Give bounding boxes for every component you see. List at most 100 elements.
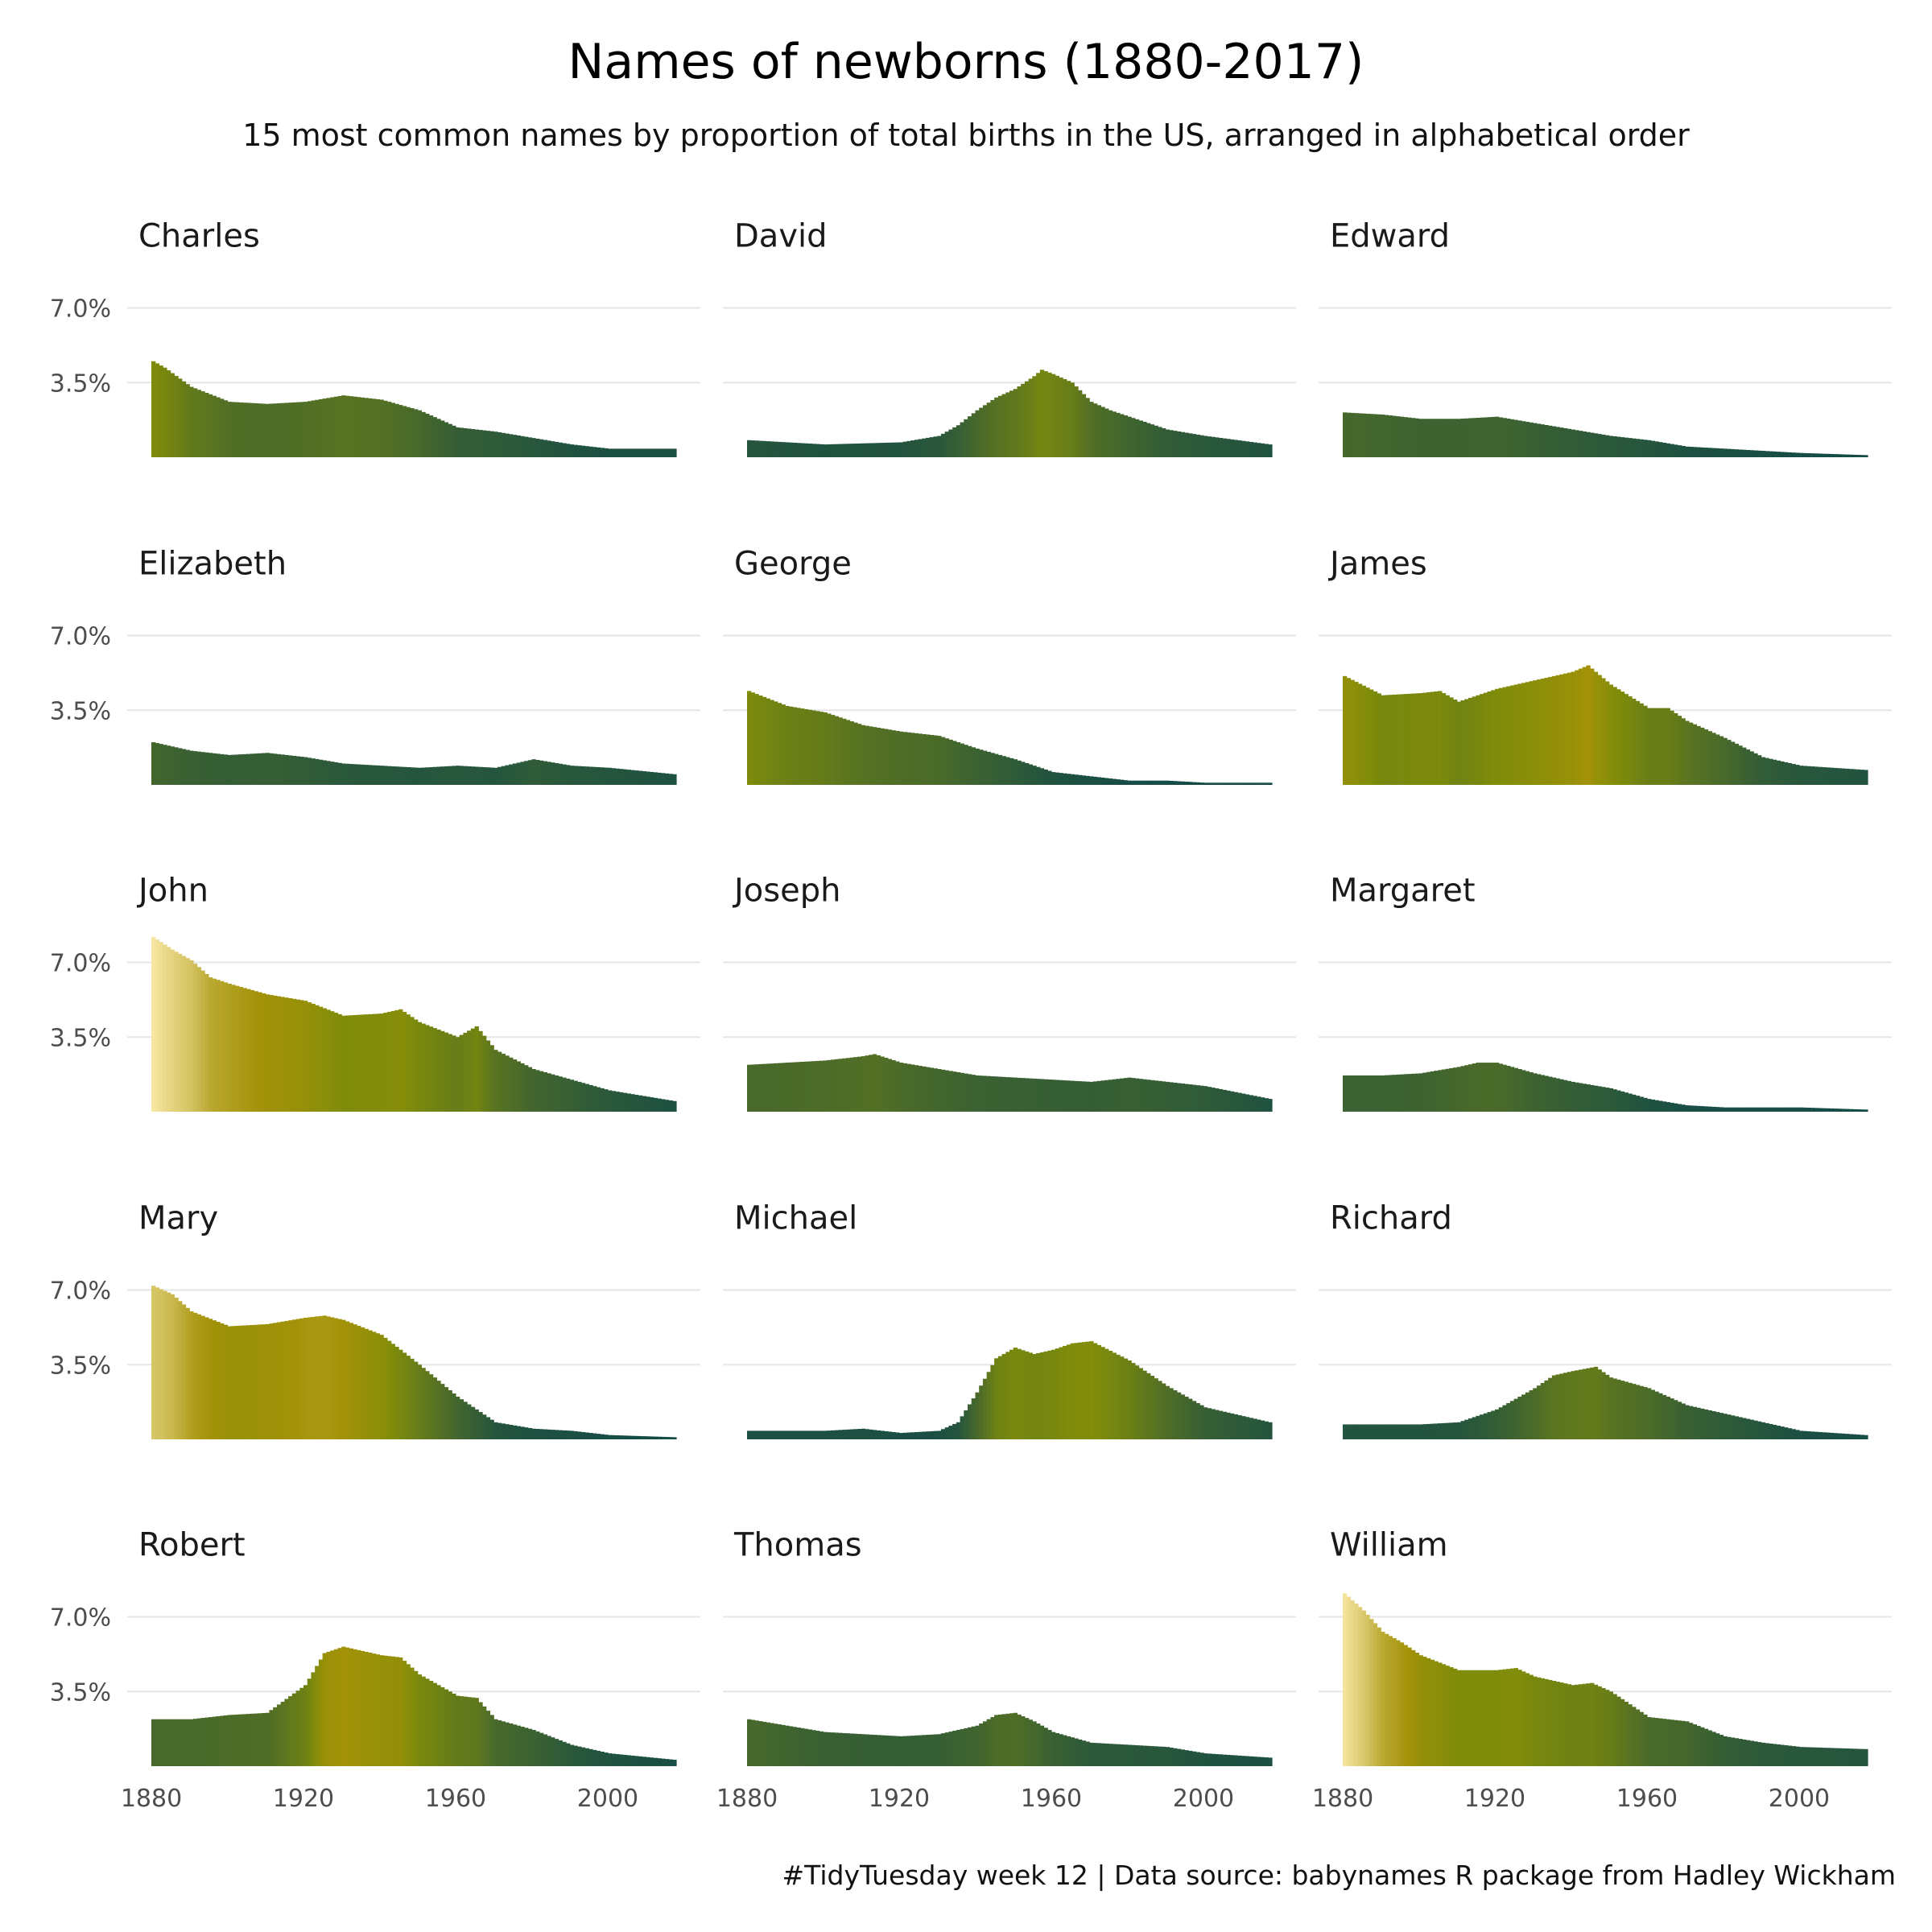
- bar: [288, 402, 293, 457]
- bar: [1517, 1397, 1522, 1439]
- bar: [1096, 405, 1101, 457]
- bar: [1480, 1670, 1484, 1766]
- bar: [1555, 1374, 1560, 1439]
- bar: [604, 448, 609, 457]
- bar: [664, 773, 670, 785]
- bar: [1199, 1405, 1204, 1439]
- bar: [1354, 1424, 1359, 1439]
- bar: [1582, 1683, 1587, 1766]
- bar: [1548, 425, 1553, 457]
- bar: [1245, 441, 1250, 457]
- bar: [1700, 1106, 1705, 1112]
- bar: [1662, 1394, 1667, 1439]
- bar: [1453, 1668, 1458, 1766]
- bar: [1377, 1627, 1381, 1766]
- bar: [505, 1722, 510, 1767]
- bar: [1662, 1719, 1667, 1766]
- bar: [1357, 683, 1363, 785]
- bar: [1100, 1080, 1105, 1112]
- bar: [1001, 394, 1006, 457]
- bar: [1230, 1091, 1235, 1112]
- bar: [997, 395, 1003, 457]
- bar: [1513, 419, 1518, 458]
- bar: [299, 402, 304, 457]
- bar: [937, 1430, 942, 1439]
- bar: [558, 442, 563, 458]
- bar: [440, 1686, 445, 1766]
- bar: [1195, 1402, 1200, 1439]
- bar: [1392, 415, 1397, 457]
- bar: [1350, 412, 1355, 457]
- bar: [849, 444, 854, 457]
- bar: [1563, 427, 1568, 457]
- bar: [1150, 1080, 1155, 1112]
- bar: [1218, 1754, 1224, 1766]
- bar: [1483, 417, 1488, 457]
- bar: [792, 1430, 798, 1439]
- bar: [781, 704, 786, 786]
- bar: [1643, 440, 1648, 457]
- bar: [853, 1057, 858, 1112]
- bar: [482, 1706, 487, 1766]
- bar: [440, 766, 445, 785]
- bar: [1753, 1107, 1758, 1112]
- bar: [1123, 1078, 1129, 1112]
- bar: [1833, 1433, 1838, 1439]
- bar: [1257, 782, 1261, 785]
- bar: [307, 1678, 312, 1766]
- bar: [788, 1062, 794, 1112]
- bar: [569, 444, 575, 457]
- bar: [1582, 1368, 1587, 1439]
- bar: [1513, 1067, 1518, 1112]
- bar: [600, 1434, 605, 1439]
- bar: [1346, 1424, 1352, 1439]
- bar: [664, 1759, 670, 1766]
- bar: [1643, 1387, 1648, 1439]
- bar: [1597, 1086, 1602, 1112]
- bar: [1384, 415, 1389, 457]
- bar: [1852, 1748, 1857, 1766]
- bar: [1632, 698, 1637, 785]
- bar: [189, 1719, 194, 1766]
- bar: [971, 1075, 976, 1112]
- bar: [1513, 1668, 1518, 1766]
- bar: [1715, 734, 1720, 785]
- bar: [1833, 767, 1838, 785]
- bar: [208, 753, 213, 785]
- bar: [375, 1654, 381, 1766]
- bar: [1833, 1108, 1838, 1112]
- bar: [918, 439, 923, 457]
- bar: [1703, 729, 1709, 785]
- bar: [1078, 1342, 1083, 1439]
- bar: [562, 1077, 567, 1112]
- bar: [330, 762, 335, 786]
- bar: [326, 1009, 331, 1112]
- bar: [1753, 753, 1758, 785]
- bar: [501, 1053, 506, 1112]
- bar: [1860, 1748, 1864, 1766]
- bar: [322, 760, 327, 785]
- bar: [1218, 1410, 1224, 1439]
- bar: [467, 766, 472, 785]
- bar: [906, 440, 911, 457]
- bar: [1165, 1385, 1170, 1439]
- bar: [360, 1327, 365, 1440]
- bar: [204, 973, 209, 1112]
- bar: [1635, 700, 1641, 786]
- bar: [1215, 1088, 1220, 1112]
- bar: [1032, 1354, 1037, 1439]
- bar: [1456, 701, 1462, 785]
- bar: [657, 772, 662, 785]
- bar: [1509, 685, 1515, 785]
- bar: [1120, 1356, 1125, 1439]
- bar: [1727, 1414, 1732, 1439]
- bar: [1844, 1108, 1849, 1112]
- bar: [558, 1430, 563, 1440]
- bar: [1551, 426, 1557, 458]
- bar: [178, 1719, 183, 1766]
- bar: [1138, 420, 1143, 457]
- bar: [1180, 1749, 1185, 1766]
- bar: [299, 1000, 304, 1112]
- bar: [1036, 766, 1041, 785]
- bar: [1498, 1670, 1504, 1766]
